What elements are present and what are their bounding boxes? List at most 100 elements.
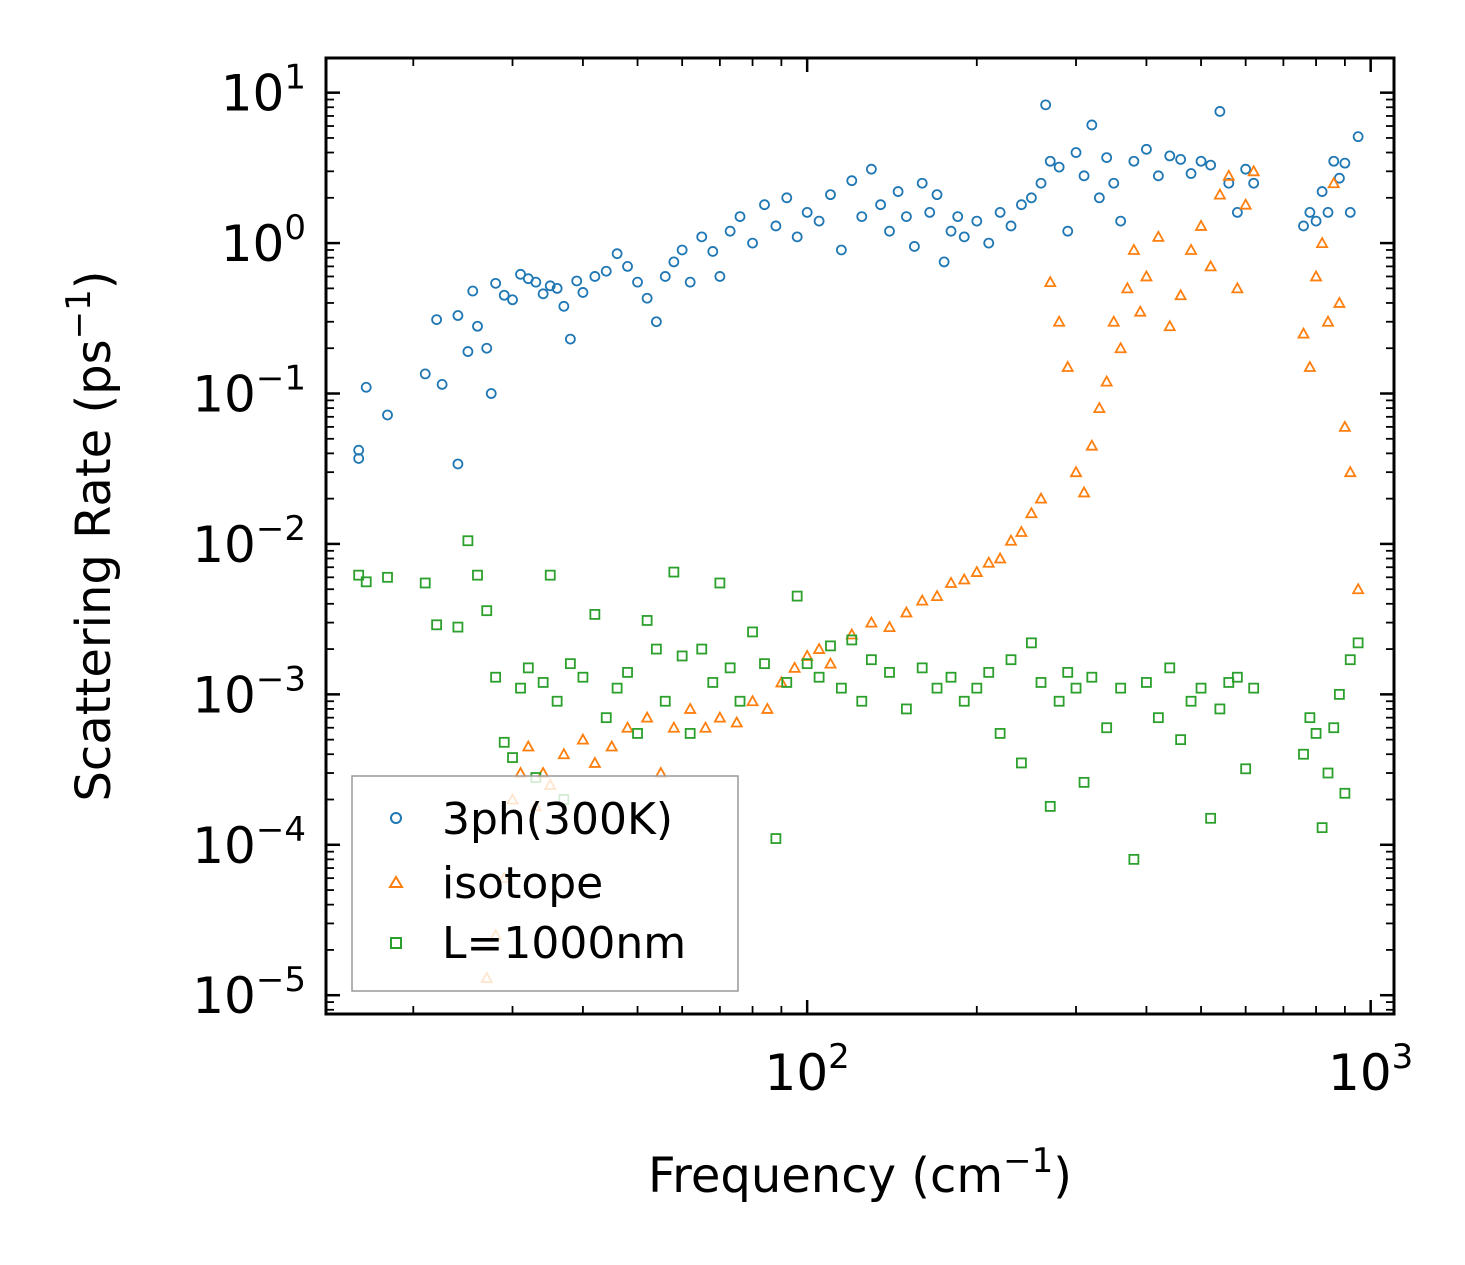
point-3ph-300k-104 — [1333, 172, 1345, 184]
point-isotope-52 — [1114, 341, 1128, 354]
point-3ph-300k-23 — [558, 300, 570, 312]
point-l-1000nm-48 — [865, 654, 877, 666]
point-l-1000nm-15 — [537, 677, 549, 688]
point-3ph-300k-92 — [1205, 159, 1217, 171]
point-l-1000nm-42 — [801, 658, 813, 670]
point-l-1000nm-82 — [1248, 682, 1260, 694]
point-l-1000nm-62 — [1044, 800, 1056, 812]
point-3ph-300k-74 — [1040, 99, 1052, 111]
point-isotope-29 — [864, 615, 878, 628]
legend-marker-isotope — [388, 875, 404, 888]
point-l-1000nm-30 — [676, 650, 688, 662]
point-isotope-54 — [1127, 243, 1141, 255]
point-3ph-300k-93 — [1214, 106, 1226, 117]
point-isotope-77 — [1351, 582, 1365, 595]
point-3ph-300k-68 — [983, 237, 995, 249]
point-l-1000nm-67 — [1086, 671, 1098, 683]
point-l-1000nm-39 — [770, 833, 782, 844]
point-l-1000nm-35 — [724, 662, 736, 674]
point-l-1000nm-87 — [1322, 767, 1334, 779]
point-l-1000nm-88 — [1328, 722, 1340, 734]
point-isotope-74 — [1332, 296, 1346, 308]
point-3ph-300k-53 — [856, 211, 868, 223]
point-3ph-300k-36 — [676, 244, 688, 256]
point-l-1000nm-5 — [452, 621, 464, 633]
point-l-1000nm-27 — [650, 643, 662, 655]
x-axis-label-unit-base: cm — [930, 1148, 1003, 1204]
point-l-1000nm-60 — [1026, 637, 1037, 649]
point-3ph-300k-60 — [916, 177, 928, 189]
point-l-1000nm-12 — [515, 682, 526, 694]
point-isotope-19 — [713, 710, 727, 723]
point-3ph-300k-65 — [952, 211, 964, 223]
y-tick-label-5: 10−4 — [192, 810, 306, 875]
point-isotope-68 — [1296, 326, 1311, 339]
point-l-1000nm-17 — [551, 695, 563, 707]
point-l-1000nm-10 — [498, 736, 510, 748]
point-l-1000nm-89 — [1333, 688, 1345, 700]
x-axis-label: Frequency (cm−1) — [648, 1141, 1072, 1204]
point-l-1000nm-65 — [1070, 682, 1082, 694]
point-3ph-300k-22 — [551, 282, 563, 294]
point-l-1000nm-37 — [747, 626, 758, 638]
point-isotope-30 — [882, 620, 897, 632]
point-3ph-300k-86 — [1141, 143, 1152, 155]
point-3ph-300k-94 — [1223, 177, 1235, 189]
point-l-1000nm-28 — [659, 695, 671, 707]
point-3ph-300k-59 — [909, 241, 920, 252]
point-3ph-300k-95 — [1231, 206, 1243, 218]
point-isotope-49 — [1092, 401, 1106, 413]
point-isotope-60 — [1184, 243, 1198, 255]
point-3ph-300k-88 — [1164, 150, 1176, 162]
point-3ph-300k-11 — [472, 320, 483, 332]
point-isotope-58 — [1163, 319, 1177, 332]
point-isotope-13 — [621, 720, 635, 733]
point-3ph-300k-38 — [696, 231, 708, 243]
point-3ph-300k-90 — [1185, 168, 1197, 179]
point-l-1000nm-40 — [781, 677, 793, 688]
point-l-1000nm-0 — [353, 569, 365, 581]
x-axis-label-unit-exp: −1 — [1003, 1141, 1053, 1181]
point-l-1000nm-16 — [544, 569, 556, 581]
point-l-1000nm-21 — [589, 609, 601, 620]
point-3ph-300k-24 — [564, 333, 576, 345]
point-isotope-28 — [845, 627, 859, 640]
point-isotope-62 — [1204, 259, 1218, 272]
y-axis-label-unit-exp: −1 — [59, 289, 99, 339]
point-3ph-300k-25 — [571, 275, 583, 287]
y-tick-label-0: 101 — [221, 58, 306, 123]
point-3ph-300k-17 — [515, 268, 526, 280]
point-l-1000nm-83 — [1298, 748, 1309, 760]
point-3ph-300k-3 — [382, 409, 393, 421]
point-isotope-39 — [1004, 533, 1018, 546]
point-3ph-300k-10 — [467, 285, 479, 297]
point-isotope-38 — [993, 551, 1007, 564]
point-3ph-300k-56 — [884, 225, 895, 237]
point-l-1000nm-92 — [1352, 637, 1364, 649]
point-3ph-300k-81 — [1093, 192, 1105, 204]
x-axis-label-text: Frequency — [648, 1148, 896, 1204]
point-l-1000nm-52 — [931, 682, 943, 694]
point-isotope-40 — [1014, 525, 1028, 537]
y-tick-label-1: 100 — [221, 208, 306, 273]
point-l-1000nm-72 — [1152, 712, 1164, 724]
point-3ph-300k-84 — [1115, 215, 1127, 227]
point-3ph-300k-91 — [1195, 155, 1207, 167]
point-l-1000nm-50 — [900, 703, 912, 715]
point-isotope-36 — [970, 565, 984, 577]
point-l-1000nm-76 — [1195, 682, 1207, 694]
point-3ph-300k-57 — [892, 186, 904, 197]
point-3ph-300k-16 — [507, 294, 518, 306]
point-isotope-50 — [1100, 374, 1114, 387]
point-3ph-300k-79 — [1078, 170, 1090, 182]
point-isotope-32 — [915, 593, 929, 606]
point-3ph-300k-6 — [436, 378, 448, 390]
point-l-1000nm-33 — [707, 677, 719, 688]
point-3ph-300k-45 — [770, 220, 782, 232]
point-isotope-20 — [730, 715, 744, 728]
point-l-1000nm-20 — [577, 671, 589, 683]
point-3ph-300k-42 — [734, 211, 746, 223]
y-tick-label-3: 10−2 — [192, 509, 306, 574]
point-isotope-33 — [930, 589, 944, 602]
